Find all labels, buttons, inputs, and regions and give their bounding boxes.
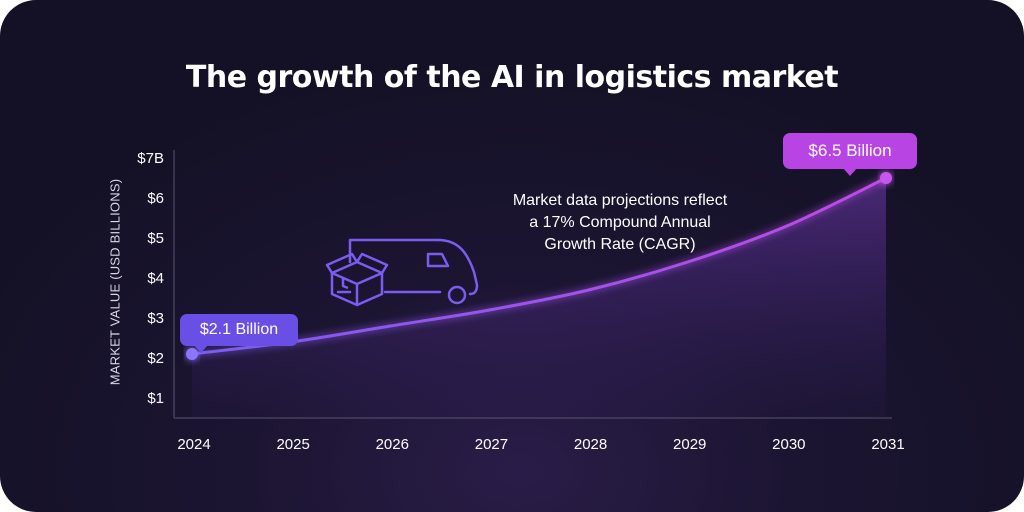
y-tick-label: $7B <box>137 150 164 167</box>
x-tick-label: 2025 <box>276 436 309 453</box>
x-tick-label: 2031 <box>871 436 904 453</box>
x-tick-label: 2028 <box>574 436 607 453</box>
series-area <box>192 178 886 418</box>
data-point <box>880 172 892 184</box>
y-tick-label: $5 <box>147 230 164 247</box>
x-tick-label: 2029 <box>673 436 706 453</box>
y-tick-label: $6 <box>147 190 164 207</box>
annotation-line: a 17% Compound Annual <box>529 214 711 231</box>
chart-title: The growth of the AI in logistics market <box>185 60 839 95</box>
y-tick-label: $4 <box>147 270 164 287</box>
x-tick-label: 2026 <box>376 436 409 453</box>
end-value-callout: $6.5 Billion <box>783 133 917 176</box>
x-tick-label: 2024 <box>177 436 210 453</box>
series-line <box>191 176 887 356</box>
annotation-line: Market data projections reflect <box>512 192 728 209</box>
x-tick-labels: 2024 2025 2026 2027 2028 2029 2030 2031 <box>177 436 904 453</box>
package-box-icon <box>325 252 389 307</box>
start-value-callout: $2.1 Billion <box>180 314 298 353</box>
series-points <box>186 172 892 360</box>
y-tick-label: $1 <box>147 390 164 407</box>
x-tick-label: 2030 <box>772 436 805 453</box>
y-tick-label: $2 <box>147 350 164 367</box>
cagr-annotation: Market data projections reflect a 17% Co… <box>480 190 760 256</box>
x-tick-label: 2027 <box>475 436 508 453</box>
delivery-van-icon <box>336 238 479 305</box>
y-tick-label: $3 <box>147 310 164 327</box>
y-tick-labels: $1 $2 $3 $4 $5 $6 $7B <box>137 150 164 407</box>
annotation-line: Growth Rate (CAGR) <box>544 236 696 253</box>
